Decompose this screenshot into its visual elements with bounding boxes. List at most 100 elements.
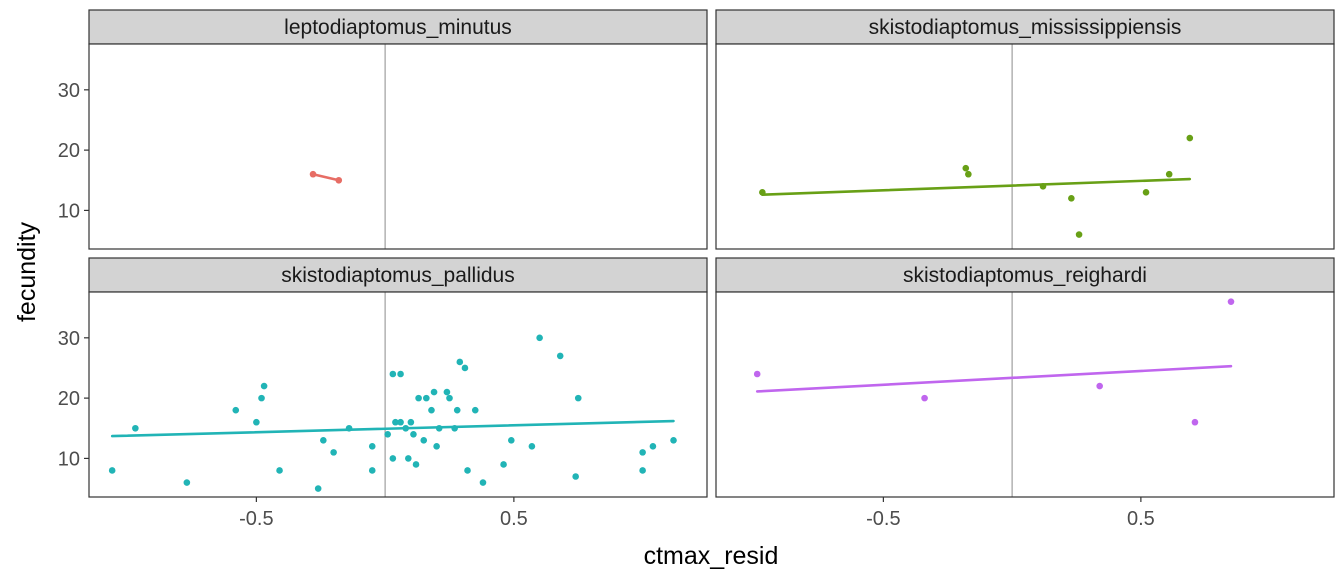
facet-panel-background bbox=[716, 44, 1334, 249]
data-point bbox=[389, 455, 397, 462]
data-point bbox=[389, 370, 397, 378]
data-point bbox=[402, 424, 410, 432]
data-point bbox=[500, 461, 507, 468]
data-point bbox=[453, 406, 461, 414]
data-point bbox=[443, 388, 451, 396]
data-point bbox=[461, 364, 469, 372]
data-point bbox=[314, 485, 322, 492]
facet-strip bbox=[88, 9, 708, 45]
data-point bbox=[232, 406, 240, 414]
data-point bbox=[108, 467, 116, 474]
data-point bbox=[753, 370, 761, 378]
facet-strip bbox=[88, 257, 708, 293]
facet-panel: leptodiaptomus_minutus bbox=[88, 9, 708, 250]
y-tick-label: 20 bbox=[58, 388, 80, 410]
data-point bbox=[430, 388, 438, 396]
data-point bbox=[639, 467, 646, 474]
data-point bbox=[1191, 418, 1199, 426]
data-point bbox=[1142, 189, 1150, 196]
data-point bbox=[1068, 195, 1075, 202]
facet-strip-label: skistodiaptomus_mississippiensis bbox=[869, 16, 1182, 39]
facet-panel-border bbox=[715, 43, 1335, 250]
data-point bbox=[183, 479, 191, 486]
data-point bbox=[1096, 382, 1103, 390]
facet-panel-border bbox=[88, 291, 708, 498]
data-point bbox=[412, 461, 420, 468]
data-point bbox=[1186, 134, 1194, 142]
facet-panel-border bbox=[715, 291, 1335, 498]
data-point bbox=[258, 394, 265, 402]
data-point bbox=[965, 170, 972, 178]
facet-panel-background bbox=[716, 292, 1334, 497]
facet-strip bbox=[715, 9, 1335, 45]
data-point bbox=[260, 382, 268, 390]
y-tick-label: 10 bbox=[58, 200, 80, 222]
data-point bbox=[962, 164, 970, 172]
data-point bbox=[335, 176, 343, 184]
y-tick-label: 20 bbox=[58, 140, 80, 162]
data-point bbox=[330, 449, 337, 456]
data-point bbox=[276, 467, 283, 474]
data-point bbox=[456, 358, 464, 366]
data-point bbox=[368, 467, 376, 474]
data-point bbox=[446, 394, 453, 402]
x-tick-label: -0.5 bbox=[239, 508, 273, 530]
data-point bbox=[508, 437, 515, 444]
data-point bbox=[451, 424, 458, 432]
data-point bbox=[639, 449, 646, 456]
data-point bbox=[410, 430, 417, 438]
y-tick-label: 30 bbox=[58, 328, 80, 350]
data-point bbox=[384, 430, 392, 438]
data-point bbox=[1165, 170, 1173, 178]
facet-panel-background bbox=[89, 292, 707, 497]
data-point bbox=[528, 443, 536, 450]
data-point bbox=[1075, 231, 1083, 238]
y-tick-label: 30 bbox=[58, 80, 80, 102]
data-point bbox=[253, 418, 260, 426]
trend-line bbox=[311, 172, 341, 182]
facet-panel-border bbox=[88, 43, 708, 250]
data-point bbox=[420, 437, 428, 444]
facet-strip-label: skistodiaptomus_reighardi bbox=[903, 264, 1147, 287]
data-point bbox=[132, 424, 139, 432]
trend-line bbox=[761, 177, 1192, 197]
facet-panel: skistodiaptomus_reighardi bbox=[715, 257, 1335, 498]
data-point bbox=[536, 334, 543, 342]
facet-panel: skistodiaptomus_mississippiensis bbox=[715, 9, 1335, 250]
x-tick-label: 0.5 bbox=[500, 508, 528, 530]
trend-line bbox=[755, 364, 1233, 393]
facet-panels: leptodiaptomus_minutus skistodiaptomus_mi… bbox=[88, 9, 1335, 498]
facet-strip-label: leptodiaptomus_minutus bbox=[284, 16, 512, 39]
data-point bbox=[1227, 298, 1235, 305]
data-point bbox=[433, 443, 440, 450]
data-point bbox=[574, 394, 582, 402]
data-point bbox=[405, 455, 412, 462]
data-point bbox=[921, 394, 928, 402]
data-point bbox=[392, 418, 399, 426]
data-point bbox=[670, 437, 677, 444]
x-axis-title: ctmax_resid bbox=[644, 542, 779, 570]
data-point bbox=[368, 443, 376, 450]
data-point bbox=[759, 189, 766, 196]
data-point bbox=[649, 443, 657, 450]
y-axis-title: fecundity bbox=[13, 221, 41, 322]
axes: 10 20 30 10 20 30 -0.5 0.5 -0.5 0.5 bbox=[58, 80, 1155, 530]
data-point bbox=[572, 473, 579, 480]
trend-line bbox=[110, 419, 675, 438]
data-point bbox=[423, 394, 430, 402]
data-point bbox=[471, 406, 479, 414]
data-point bbox=[345, 424, 353, 432]
data-point bbox=[320, 437, 327, 444]
facet-panel: skistodiaptomus_pallidus bbox=[88, 257, 708, 498]
data-point bbox=[464, 467, 471, 474]
data-point bbox=[428, 406, 435, 414]
data-point bbox=[407, 418, 415, 426]
data-point bbox=[309, 170, 317, 178]
data-point bbox=[435, 424, 443, 432]
x-tick-label: 0.5 bbox=[1127, 508, 1155, 530]
data-point bbox=[1039, 182, 1047, 190]
x-tick-label: -0.5 bbox=[866, 508, 900, 530]
y-tick-label: 10 bbox=[58, 448, 80, 470]
data-point bbox=[556, 352, 564, 360]
